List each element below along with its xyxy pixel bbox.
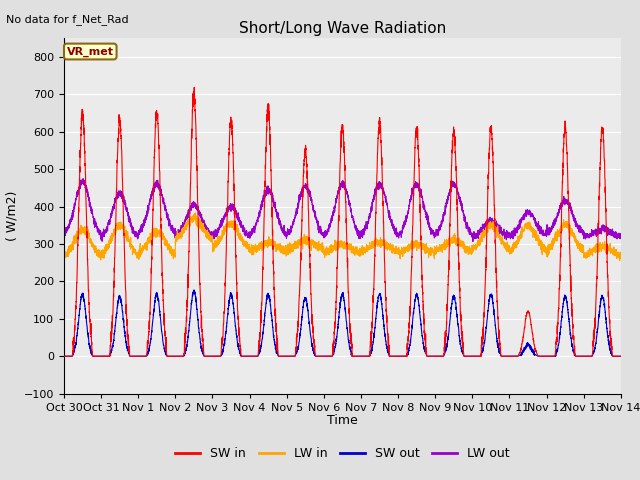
Y-axis label: ( W/m2): ( W/m2)	[5, 191, 19, 241]
Legend: SW in, LW in, SW out, LW out: SW in, LW in, SW out, LW out	[170, 443, 515, 466]
Text: No data for f_Net_Rad: No data for f_Net_Rad	[6, 14, 129, 25]
Title: Short/Long Wave Radiation: Short/Long Wave Radiation	[239, 21, 446, 36]
X-axis label: Time: Time	[327, 414, 358, 427]
Text: VR_met: VR_met	[67, 47, 114, 57]
